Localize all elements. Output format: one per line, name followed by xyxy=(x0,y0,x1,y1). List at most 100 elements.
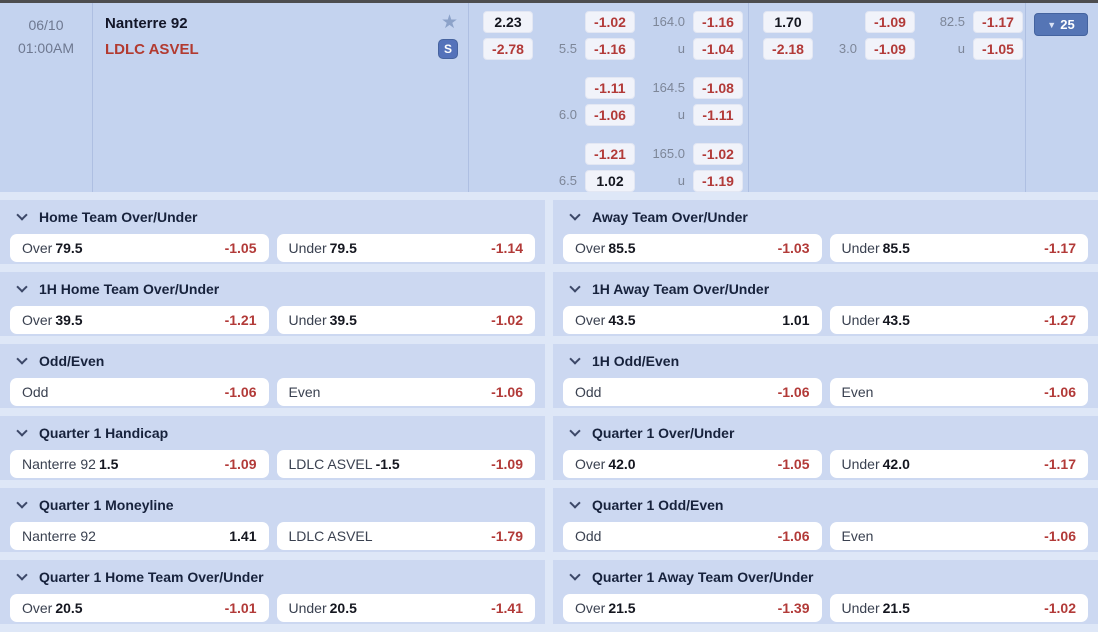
odds-group-first-half: 1.70 -1.09 82.5 -1.17 -2.18 3.0 -1.09 u -1.05 xyxy=(749,3,1026,192)
odds-selection[interactable]: Odd -1.06 xyxy=(10,378,269,406)
favorite-star-icon[interactable]: ★ xyxy=(440,12,458,33)
odds-cell[interactable]: -1.05 xyxy=(973,38,1023,60)
selection-name: LDLC ASVEL xyxy=(288,456,373,472)
odds-cell[interactable]: -1.16 xyxy=(585,38,635,60)
market-selections-row: Over 42.0 -1.05 Under 42.0 -1.17 xyxy=(553,450,1098,478)
odds-cell[interactable]: -2.18 xyxy=(763,38,813,60)
odds-selection[interactable]: Over 20.5 -1.01 xyxy=(10,594,269,622)
selection-odds: -1.05 xyxy=(777,456,810,472)
odds-selection[interactable]: Even -1.06 xyxy=(276,378,535,406)
market-panel-header[interactable]: Quarter 1 Odd/Even xyxy=(553,488,1098,522)
odds-cell[interactable]: 1.70 xyxy=(763,11,813,33)
market-panel-header[interactable]: Away Team Over/Under xyxy=(553,200,1098,234)
odds-cell[interactable]: -1.09 xyxy=(865,38,915,60)
odds-line-group: 1.70 -1.09 82.5 -1.17 -2.18 3.0 -1.09 u -1.05 xyxy=(749,11,1025,60)
market-selections-row: Over 79.5 -1.05 Under 79.5 -1.14 xyxy=(0,234,545,262)
selection-odds: -1.09 xyxy=(224,456,257,472)
selection-line: -1.5 xyxy=(375,456,400,472)
odds-cell[interactable]: -1.21 xyxy=(585,143,635,165)
chevron-down-icon xyxy=(16,209,28,221)
odds-cell[interactable]: -1.19 xyxy=(693,170,743,192)
market-panel-header[interactable]: Quarter 1 Home Team Over/Under xyxy=(0,560,545,594)
odds-cell[interactable]: -1.16 xyxy=(693,11,743,33)
odds-cell[interactable]: -1.06 xyxy=(585,104,635,126)
odds-selection[interactable]: Under 20.5 -1.41 xyxy=(276,594,535,622)
market-panel-header[interactable]: Odd/Even xyxy=(0,344,545,378)
stats-icon[interactable]: S xyxy=(438,39,458,59)
selection-label: Over 85.5 xyxy=(575,240,636,256)
market-selections-row: Odd -1.06 Even -1.06 xyxy=(0,378,545,406)
market-title: Quarter 1 Handicap xyxy=(39,425,169,441)
selection-name: Over xyxy=(22,240,53,256)
selection-odds: -1.06 xyxy=(777,384,810,400)
market-title: Home Team Over/Under xyxy=(39,209,198,225)
selection-line: 43.5 xyxy=(882,312,910,328)
odds-selection[interactable]: Odd -1.06 xyxy=(563,522,822,550)
odds-selection[interactable]: Over 43.5 1.01 xyxy=(563,306,822,334)
market-panel-header[interactable]: Quarter 1 Moneyline xyxy=(0,488,545,522)
odds-selection[interactable]: Nanterre 92 1.5 -1.09 xyxy=(10,450,269,478)
odds-selection[interactable]: Under 43.5 -1.27 xyxy=(829,306,1088,334)
odds-selection[interactable]: LDLC ASVEL -1.5 -1.09 xyxy=(276,450,535,478)
odds-line-label: 5.5 xyxy=(558,41,577,56)
market-panel: Quarter 1 Away Team Over/Under Over 21.5 … xyxy=(553,560,1098,624)
odds-line-label: u xyxy=(677,107,685,122)
odds-selection[interactable]: Even -1.06 xyxy=(829,522,1088,550)
odds-cell[interactable]: -2.78 xyxy=(483,38,533,60)
selection-line: 85.5 xyxy=(882,240,910,256)
odds-selection[interactable]: Odd -1.06 xyxy=(563,378,822,406)
odds-cell[interactable]: 1.02 xyxy=(585,170,635,192)
odds-selection[interactable]: Over 39.5 -1.21 xyxy=(10,306,269,334)
odds-selection[interactable]: Under 21.5 -1.02 xyxy=(829,594,1088,622)
odds-cell[interactable]: -1.08 xyxy=(693,77,743,99)
odds-cell[interactable]: -1.17 xyxy=(973,11,1023,33)
market-selections-row: Over 39.5 -1.21 Under 39.5 -1.02 xyxy=(0,306,545,334)
odds-selection[interactable]: Under 39.5 -1.02 xyxy=(276,306,535,334)
odds-selection[interactable]: Under 85.5 -1.17 xyxy=(829,234,1088,262)
odds-selection[interactable]: Even -1.06 xyxy=(829,378,1088,406)
odds-selection[interactable]: Over 42.0 -1.05 xyxy=(563,450,822,478)
expand-more-odds-button[interactable]: ▼ 25 xyxy=(1034,13,1088,36)
market-panel-header[interactable]: Home Team Over/Under xyxy=(0,200,545,234)
selection-line: 20.5 xyxy=(55,600,83,616)
market-panel-header[interactable]: 1H Away Team Over/Under xyxy=(553,272,1098,306)
selection-odds: -1.02 xyxy=(491,312,523,328)
odds-selection[interactable]: LDLC ASVEL -1.79 xyxy=(276,522,535,550)
odds-cell[interactable]: -1.11 xyxy=(585,77,635,99)
odds-line-label: 3.0 xyxy=(838,41,857,56)
odds-selection[interactable]: Under 79.5 -1.14 xyxy=(276,234,535,262)
odds-selection[interactable]: Over 21.5 -1.39 xyxy=(563,594,822,622)
selection-name: Odd xyxy=(575,384,602,400)
odds-selection[interactable]: Over 85.5 -1.03 xyxy=(563,234,822,262)
odds-selection[interactable]: Nanterre 92 1.41 xyxy=(10,522,269,550)
selection-name: Under xyxy=(841,240,880,256)
selection-name: Under xyxy=(841,312,880,328)
market-panel: 1H Odd/Even Odd -1.06 Even -1.06 xyxy=(553,344,1098,408)
market-panel-header[interactable]: Quarter 1 Handicap xyxy=(0,416,545,450)
caret-down-icon: ▼ xyxy=(1047,19,1057,30)
market-panel-header[interactable]: Quarter 1 Over/Under xyxy=(553,416,1098,450)
market-panel: Odd/Even Odd -1.06 Even -1.06 xyxy=(0,344,545,408)
selection-label: Over 21.5 xyxy=(575,600,636,616)
market-panel-header[interactable]: 1H Home Team Over/Under xyxy=(0,272,545,306)
selection-name: Over xyxy=(575,456,606,472)
selection-label: Over 79.5 xyxy=(22,240,83,256)
odds-selection[interactable]: Over 79.5 -1.05 xyxy=(10,234,269,262)
selection-odds: -1.02 xyxy=(1044,600,1076,616)
odds-cell[interactable]: 2.23 xyxy=(483,11,533,33)
market-panel-header[interactable]: Quarter 1 Away Team Over/Under xyxy=(553,560,1098,594)
odds-cell[interactable]: -1.04 xyxy=(693,38,743,60)
selection-label: Over 20.5 xyxy=(22,600,83,616)
odds-cell[interactable]: -1.11 xyxy=(693,104,743,126)
selection-name: Under xyxy=(841,600,880,616)
event-date: 06/10 xyxy=(28,17,64,33)
odds-selection[interactable]: Under 42.0 -1.17 xyxy=(829,450,1088,478)
selection-label: Over 42.0 xyxy=(575,456,636,472)
event-teams: Nanterre 92 LDLC ASVEL ★ S xyxy=(93,3,469,192)
selection-label: LDLC ASVEL xyxy=(289,528,373,544)
odds-cell[interactable]: -1.02 xyxy=(585,11,635,33)
odds-cell[interactable]: -1.02 xyxy=(693,143,743,165)
odds-cell[interactable]: -1.09 xyxy=(865,11,915,33)
market-panel-header[interactable]: 1H Odd/Even xyxy=(553,344,1098,378)
selection-name: Under xyxy=(841,456,880,472)
